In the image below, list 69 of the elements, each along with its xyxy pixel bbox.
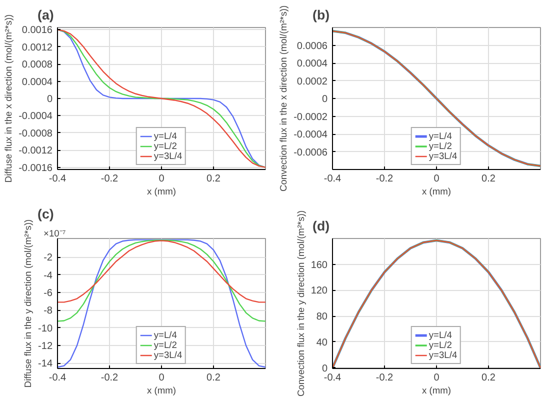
y-tick-label: -12 — [38, 341, 53, 352]
y-tick-label: 160 — [310, 260, 328, 271]
y-tick-label: -0.0012 — [18, 146, 53, 157]
y-tick-label: -14 — [38, 358, 53, 370]
y-axis-title: Diffuse flux in the x direction (mol/(m²*s)) — [4, 14, 14, 183]
x-tick-label: -0.4 — [48, 372, 67, 384]
y-tick-label: 0.0016 — [22, 25, 53, 36]
legend-label: y=L/4 — [428, 330, 452, 340]
y-tick-label: 0.0006 — [296, 40, 328, 52]
legend-label: y=L/2 — [154, 340, 177, 350]
y-tick-label: 40 — [316, 337, 328, 348]
x-tick-label: 0 — [434, 372, 440, 384]
y-tick-label: 80 — [316, 312, 328, 323]
x-axis-title: x (mm) — [146, 386, 176, 396]
legend-label: y=L/2 — [154, 141, 177, 151]
y-tick-label: 120 — [310, 286, 328, 297]
y-tick-label: -10 — [38, 323, 53, 334]
x-tick-label: -0.2 — [376, 372, 394, 384]
x-axis-title: x (mm) — [146, 186, 176, 196]
y-tick-label: 0.0008 — [22, 60, 53, 71]
y-tick-label: 0.0002 — [296, 76, 328, 88]
y-tick-label: -2 — [44, 252, 53, 264]
x-tick-label: -0.4 — [324, 372, 342, 384]
y-tick-label: -8 — [44, 306, 53, 317]
legend-label: y=3L/4 — [428, 151, 458, 161]
x-tick-label: 0 — [434, 174, 440, 184]
y-tick-label: 0 — [322, 94, 328, 105]
x-tick-label: 0 — [158, 372, 165, 384]
y-tick-label: -6 — [44, 288, 53, 299]
x-tick-label: 0.2 — [482, 174, 496, 184]
y-tick-label: -0.0004 — [294, 130, 328, 140]
legend-label: y=3L/4 — [428, 350, 458, 360]
x-tick-label: -0.2 — [376, 174, 394, 184]
y-tick-label: 0.0012 — [22, 42, 53, 54]
y-tick-label: -0.0002 — [294, 112, 328, 123]
y-tick-label: -0.0008 — [18, 128, 53, 140]
chart-title: (c) — [38, 206, 54, 222]
legend-label: y=3L/4 — [154, 151, 182, 161]
legend-label: y=L/4 — [428, 131, 452, 141]
x-tick-label: -0.2 — [100, 372, 119, 384]
y-tick-label: 0.0004 — [22, 76, 53, 88]
x-tick-label: -0.4 — [324, 174, 342, 184]
x-tick-label: 0.2 — [482, 372, 496, 384]
y-tick-label: -0.0016 — [18, 162, 53, 174]
x-tick-label: 0.2 — [206, 174, 221, 184]
y-tick-label: 0 — [322, 363, 328, 374]
x-axis-title: x (mm) — [422, 186, 452, 196]
x-tick-label: -0.4 — [48, 174, 67, 184]
y-tick-label: -0.0006 — [294, 147, 328, 158]
legend-label: y=L/2 — [428, 340, 452, 350]
y-tick-label: -4 — [44, 270, 53, 282]
x-tick-label: 0 — [158, 174, 165, 184]
legend-label: y=3L/4 — [154, 350, 182, 360]
y-axis-title: Diffuse flux in the y direction (mol/(m²*s)) — [23, 219, 34, 388]
x-tick-label: 0.2 — [206, 372, 221, 384]
y-axis-title: Convection flux in the y direction (mol/(m²*s)) — [296, 210, 306, 397]
legend-label: y=L/2 — [428, 141, 452, 151]
legend-label: y=L/4 — [154, 330, 177, 340]
chart-title: (b) — [312, 8, 330, 22]
x-axis-title: x (mm) — [422, 386, 452, 396]
y-tick-label: -0.0004 — [18, 111, 53, 122]
x-tick-label: -0.2 — [100, 174, 119, 184]
y-tick-label: 0.0004 — [296, 58, 328, 70]
y-tick-label: 0 — [46, 94, 53, 105]
chart-title: (d) — [312, 218, 330, 234]
chart-title: (a) — [38, 8, 54, 22]
y-axis-title: Convection flux in the x direction (mol/(m²*s)) — [278, 5, 289, 192]
legend-label: y=L/4 — [154, 131, 177, 141]
text: ×10⁻⁷ — [44, 228, 66, 238]
